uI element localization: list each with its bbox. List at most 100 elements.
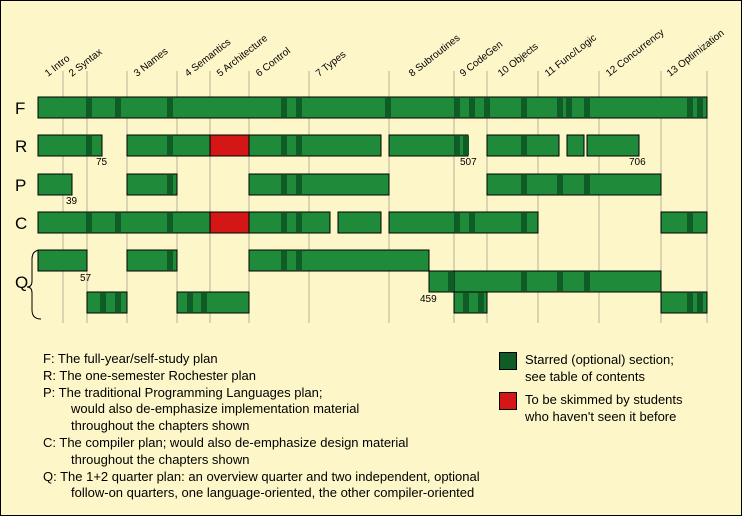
- starred-section-mark: [118, 293, 121, 312]
- starred-section-mark: [472, 98, 475, 117]
- starred-section-mark: [281, 98, 284, 117]
- starred-section-mark: [457, 98, 460, 117]
- starred-section-mark: [587, 272, 590, 291]
- chapter-section-bar: [37, 211, 211, 234]
- starred-section-mark: [115, 213, 118, 232]
- starred-section-mark: [284, 251, 287, 270]
- starred-section-mark: [484, 98, 487, 117]
- starred-section-mark: [299, 175, 302, 194]
- starred-section-mark: [201, 293, 204, 312]
- chapter-section-bar: [248, 173, 390, 196]
- page-number-label: 459: [420, 294, 437, 305]
- row-label-q: Q: [15, 273, 28, 292]
- chapter-section-bar: [337, 211, 382, 234]
- starred-section-mark: [557, 175, 560, 194]
- page-number-label: 507: [460, 157, 477, 168]
- skim-swatch: [499, 392, 517, 410]
- page-number-label: 706: [629, 157, 646, 168]
- chapter-label: 13 Optimization: [665, 28, 727, 79]
- starred-section-mark: [89, 98, 92, 117]
- starred-section-mark: [451, 272, 454, 291]
- chapter-section-bar: [176, 291, 250, 314]
- starred-section-mark: [299, 98, 302, 117]
- starred-section-mark: [478, 293, 481, 312]
- starred-section-mark: [296, 251, 299, 270]
- starred-section-mark: [700, 98, 703, 117]
- starred-section-mark: [463, 293, 466, 312]
- starred-section-mark: [296, 213, 299, 232]
- starred-section-mark: [566, 98, 569, 117]
- starred-section-mark: [281, 175, 284, 194]
- starred-section-mark: [524, 213, 527, 232]
- starred-section-mark: [167, 136, 170, 155]
- starred-section-mark: [587, 175, 590, 194]
- starred-section-mark: [700, 293, 703, 312]
- starred-section-mark: [469, 213, 472, 232]
- starred-key-line-2: see table of contents: [525, 369, 645, 384]
- page-number-label: 75: [96, 157, 108, 168]
- starred-section-mark: [457, 136, 460, 155]
- legend-line-q: Q: The 1+2 quarter plan: an overview qua…: [43, 468, 480, 484]
- starred-section-mark: [487, 98, 490, 117]
- starred-section-mark: [118, 213, 121, 232]
- chapter-label: 3 Names: [132, 46, 170, 79]
- starred-section-mark: [170, 175, 173, 194]
- row-label-r: R: [15, 137, 27, 156]
- chapter-section-bar: [126, 173, 178, 196]
- skim-section-bar: [209, 134, 250, 157]
- starred-section-mark: [524, 136, 527, 155]
- q-bracket: [26, 249, 42, 320]
- starred-swatch: [499, 352, 517, 370]
- starred-section-mark: [86, 136, 89, 155]
- starred-section-mark: [299, 213, 302, 232]
- starred-section-mark: [697, 98, 700, 117]
- chapter-section-bar: [248, 211, 331, 234]
- starred-section-mark: [167, 213, 170, 232]
- starred-section-mark: [524, 272, 527, 291]
- legend-line-p-2: would also de-emphasize implementation m…: [71, 401, 360, 417]
- starred-section-mark: [463, 136, 466, 155]
- starred-section-mark: [472, 213, 475, 232]
- chapter-section-bar: [37, 96, 708, 119]
- starred-section-mark: [170, 136, 173, 155]
- starred-section-mark: [587, 98, 590, 117]
- starred-section-mark: [385, 98, 388, 117]
- starred-section-mark: [454, 136, 457, 155]
- chapter-label: 1 Intro: [43, 53, 72, 79]
- starred-section-mark: [690, 293, 693, 312]
- row-label-p: P: [15, 176, 26, 195]
- chapter-label: 6 Control: [254, 46, 293, 80]
- chapter-section-bar: [126, 249, 178, 272]
- starred-section-mark: [521, 213, 524, 232]
- starred-section-mark: [521, 98, 524, 117]
- chapter-section-bar: [566, 134, 585, 157]
- starred-section-mark: [524, 175, 527, 194]
- starred-section-mark: [86, 213, 89, 232]
- starred-section-mark: [86, 98, 89, 117]
- starred-section-mark: [299, 251, 302, 270]
- page-number-label: 57: [80, 273, 92, 284]
- starred-section-mark: [521, 136, 524, 155]
- starred-section-mark: [584, 175, 587, 194]
- starred-section-mark: [115, 293, 118, 312]
- starred-section-mark: [584, 272, 587, 291]
- legend-line-q-2: follow-on quarters, one language-oriente…: [71, 485, 475, 501]
- starred-section-mark: [167, 175, 170, 194]
- starred-section-mark: [296, 136, 299, 155]
- skim-key-line-2: who haven't seen it before: [525, 409, 677, 424]
- starred-section-mark: [466, 136, 469, 155]
- row-label-f: F: [15, 99, 25, 118]
- starred-section-mark: [170, 251, 173, 270]
- chapter-section-bar: [248, 134, 382, 157]
- starred-section-mark: [521, 175, 524, 194]
- starred-section-mark: [697, 293, 700, 312]
- legend-line-p: P: The traditional Programming Languages…: [43, 384, 323, 400]
- starred-section-mark: [687, 293, 690, 312]
- chapter-section-bar: [660, 211, 708, 234]
- starred-section-mark: [284, 136, 287, 155]
- chapter-section-bar: [37, 249, 88, 272]
- starred-section-mark: [690, 98, 693, 117]
- starred-section-mark: [204, 293, 207, 312]
- legend-line-c: C: The compiler plan; would also de-emph…: [43, 434, 409, 450]
